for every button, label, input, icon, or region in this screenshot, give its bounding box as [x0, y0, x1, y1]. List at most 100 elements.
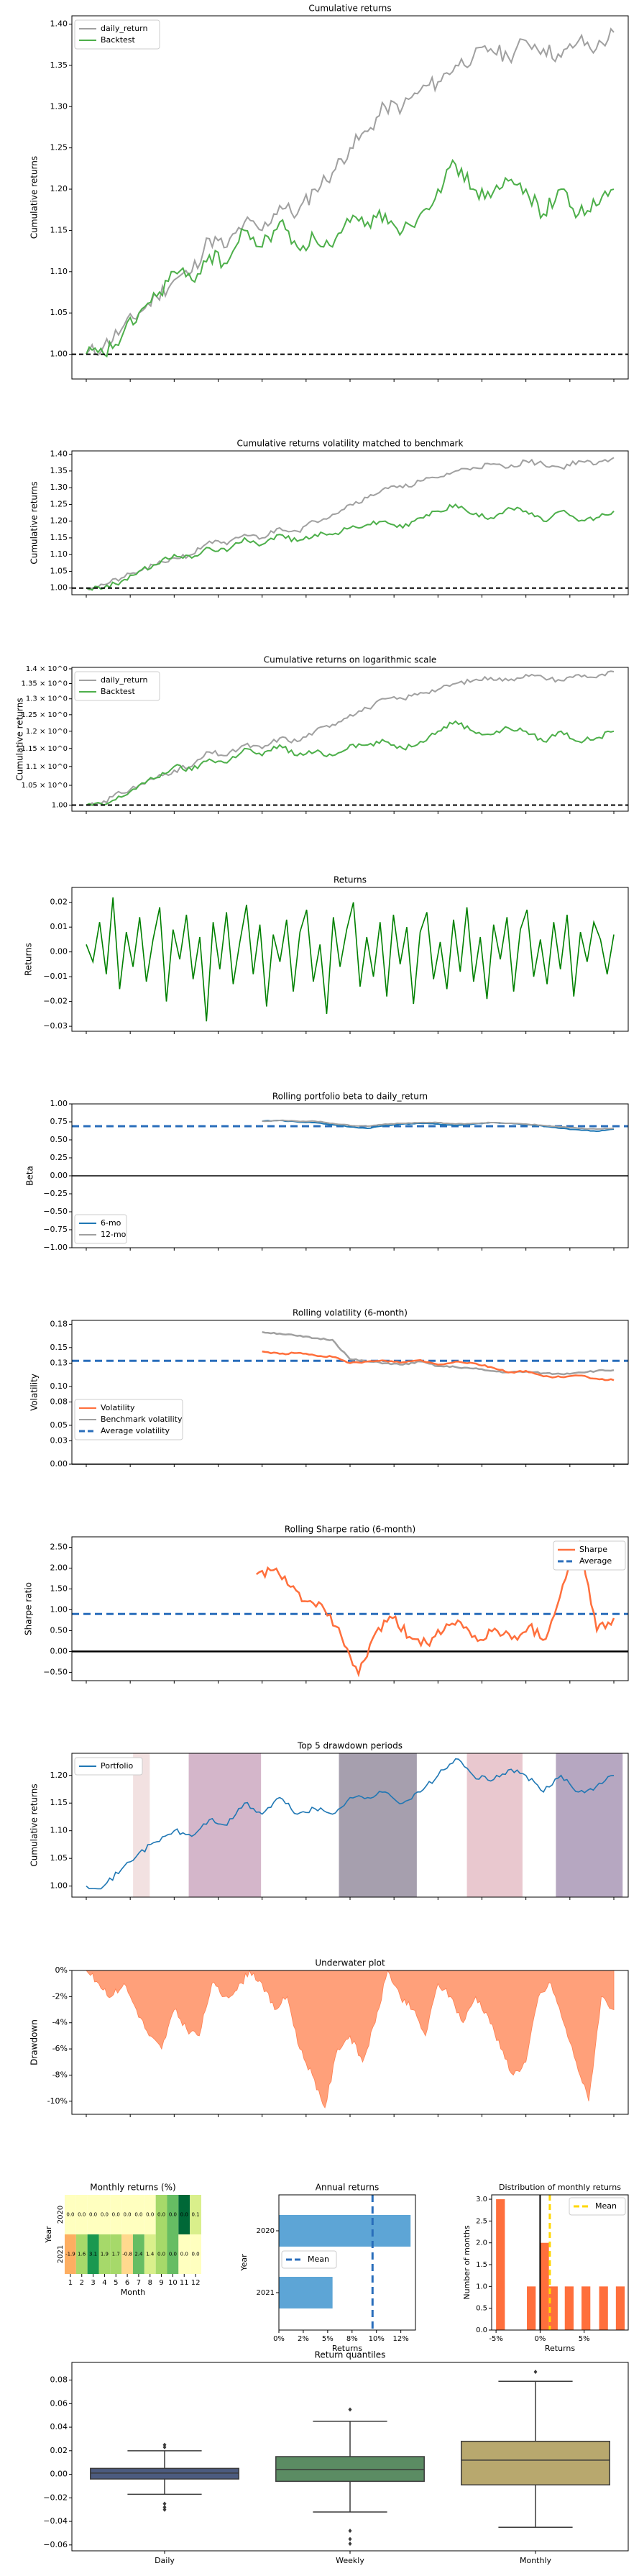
- chart4-y-tick-label: 1.00: [50, 1099, 68, 1108]
- chart9-cell: [178, 2195, 190, 2234]
- chart11-x-label: Returns: [545, 2344, 576, 2353]
- chart8-axes-frame: [71, 1970, 629, 2115]
- chart2-legend: [74, 671, 160, 701]
- chart6-y-tick-label: 2.50: [50, 1542, 68, 1551]
- chart2-y-tick-label: 1.3 × 10^0: [26, 695, 68, 703]
- chart6-legend-label: Sharpe: [579, 1545, 607, 1554]
- chart11-bin-6: [599, 2286, 608, 2330]
- chart0-y-tick-label: 1.20: [50, 184, 68, 193]
- chart4-axes-frame: [71, 1103, 629, 1248]
- chart5-y-label: Volatility: [29, 1374, 40, 1411]
- chart9-x-tick-label: 6: [125, 2279, 129, 2287]
- chart1-y-tick-label: 1.35: [50, 466, 68, 475]
- chart1-y-tick-label: 1.40: [50, 449, 68, 459]
- chart9-cell: [75, 2234, 88, 2274]
- chart9-cell: [98, 2195, 111, 2234]
- chart1-y-tick-label: 1.05: [50, 566, 68, 575]
- chart0-legend-label: Backtest: [101, 35, 136, 45]
- chart9-cell: [133, 2195, 144, 2234]
- chart7-title: Top 5 drawdown periods: [297, 1741, 403, 1751]
- chart5-axes-frame: [71, 1320, 629, 1465]
- chart5-y-tick-label: 0.18: [50, 1319, 68, 1328]
- chart9-cell-label: 0.0: [89, 2212, 97, 2218]
- chart9-x-tick-label: 7: [137, 2279, 141, 2287]
- chart9-y-label: Year: [44, 2226, 53, 2244]
- chart4-y-label: Beta: [25, 1166, 35, 1186]
- chart12-outlier: [162, 2507, 167, 2512]
- chart4-y-tick-label: −0.25: [43, 1189, 68, 1198]
- chart1-y-tick-label: 1.25: [50, 499, 68, 508]
- chart9-cell-label: -0.8: [122, 2252, 132, 2257]
- chart1-y-label: Cumulative returns: [29, 481, 40, 564]
- chart12-x-tick-label: Daily: [155, 2556, 175, 2565]
- chart9-x-tick-label: 11: [180, 2279, 189, 2287]
- chart5-y-tick-label: 0.15: [50, 1343, 68, 1352]
- chart2-y-tick-label: 1.00: [52, 801, 68, 809]
- chart8-y-tick-label: -8%: [52, 2070, 68, 2079]
- chart2-y-tick-label: 1.25 × 10^0: [22, 711, 68, 719]
- chart9-x-label: Month: [121, 2288, 146, 2297]
- chart8-y-tick-label: -6%: [52, 2044, 68, 2053]
- chart7-axes-frame: [71, 1753, 629, 1898]
- chart10-y-tick-label: 2020: [257, 2227, 275, 2235]
- chart10-x-label: Returns: [332, 2344, 363, 2353]
- chart0-y-label: Cumulative returns: [29, 156, 40, 239]
- chart9-cell-label: -1.9: [65, 2252, 75, 2257]
- chart4-y-tick-label: −0.50: [43, 1207, 68, 1216]
- chart10-legend-label: Mean: [308, 2255, 329, 2264]
- chart2-y-tick-label: 1.35 × 10^0: [22, 680, 68, 688]
- chart0-title: Cumulative returns: [308, 4, 391, 14]
- chart11-x-tick-label: -5%: [489, 2335, 502, 2343]
- chart12-x-tick-label: Monthly: [520, 2556, 552, 2565]
- chart9-cell-label: 1.4: [146, 2252, 155, 2257]
- chart9-cell: [75, 2195, 88, 2234]
- chart10-x-tick-label: 8%: [346, 2335, 358, 2343]
- chart4-y-tick-label: −0.75: [43, 1225, 68, 1234]
- chart9-x-tick-label: 9: [159, 2279, 163, 2287]
- chart9-cell: [190, 2195, 201, 2234]
- chart12-outlier: [162, 2505, 167, 2510]
- chart9-cell-label: 1.9: [101, 2252, 109, 2257]
- chart4-y-tick-label: 0.25: [50, 1153, 68, 1162]
- chart9-cell: [190, 2234, 201, 2274]
- chart12-outlier: [162, 2501, 167, 2506]
- chart2-title: Cumulative returns on logarithmic scale: [264, 655, 436, 665]
- chart5-y-tick-label: 0.13: [50, 1358, 68, 1367]
- chart5-y-tick-label: 0.03: [50, 1436, 68, 1445]
- chart11-y-tick-label: 1.0: [476, 2283, 487, 2290]
- chart10-x-tick-label: 2%: [298, 2335, 309, 2343]
- chart9-y-tick-label: 2020: [57, 2206, 65, 2224]
- chart1-y-tick-label: 1.10: [50, 549, 68, 559]
- chart6-y-label: Sharpe ratio: [24, 1582, 34, 1635]
- chart4-y-tick-label: −1.00: [43, 1243, 68, 1252]
- chart9-x-tick-label: 10: [168, 2279, 178, 2287]
- chart0-y-tick-label: 1.30: [50, 101, 68, 111]
- chart10-bar-1: [279, 2277, 333, 2308]
- chart9-x-tick-label: 4: [102, 2279, 106, 2287]
- chart7-series-0: [86, 1758, 615, 1890]
- chart9-cell: [144, 2234, 156, 2274]
- chart0-y-tick-label: 1.15: [50, 225, 68, 234]
- chart3-y-tick-label: 0.01: [50, 922, 68, 931]
- chart8-y-label: Drawdown: [29, 2019, 40, 2065]
- chart9-cell: [65, 2195, 76, 2234]
- chart4-y-tick-label: 0.75: [50, 1117, 68, 1126]
- chart12-box-2: [461, 2440, 610, 2486]
- chart5-legend: [74, 1399, 183, 1440]
- chart9-x-tick-label: 5: [114, 2279, 118, 2287]
- chart7-legend-label: Portfolio: [101, 1761, 134, 1771]
- chart11-bin-0: [496, 2199, 505, 2330]
- chart6-axes-frame: [71, 1536, 629, 1681]
- chart9-cell: [87, 2195, 99, 2234]
- chart11-bin-4: [564, 2286, 574, 2330]
- chart4-series-0: [262, 1119, 615, 1133]
- chart2-y-tick-label: 1.1 × 10^0: [26, 763, 68, 771]
- chart9-cell-label: 0.0: [180, 2252, 188, 2257]
- chart10-x-tick-label: 10%: [369, 2335, 385, 2343]
- chart3-y-tick-label: −0.02: [43, 997, 68, 1006]
- chart12-y-tick-label: −0.02: [43, 2493, 68, 2502]
- chart10-legend: [281, 2250, 337, 2269]
- chart9-cell: [144, 2195, 156, 2234]
- chart6-y-tick-label: 1.00: [50, 1604, 68, 1614]
- chart9-cell: [167, 2234, 179, 2274]
